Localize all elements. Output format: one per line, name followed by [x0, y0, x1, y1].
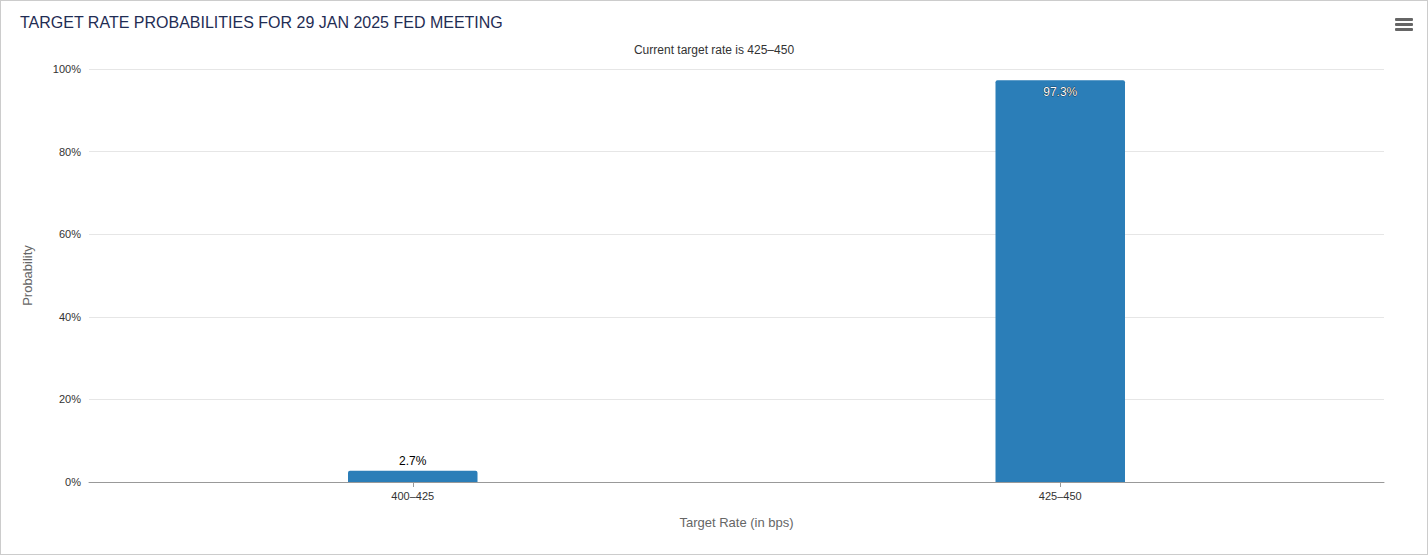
svg-text:40%: 40% — [59, 311, 81, 323]
svg-text:425–450: 425–450 — [1039, 490, 1082, 502]
svg-text:97.3%: 97.3% — [1043, 85, 1077, 99]
svg-text:400–425: 400–425 — [391, 490, 434, 502]
svg-text:80%: 80% — [59, 146, 81, 158]
svg-text:60%: 60% — [59, 228, 81, 240]
svg-text:Target Rate (in bps): Target Rate (in bps) — [679, 515, 793, 530]
svg-text:Current target rate is 425–450: Current target rate is 425–450 — [634, 43, 794, 57]
svg-text:20%: 20% — [59, 393, 81, 405]
svg-text:0%: 0% — [65, 476, 81, 488]
svg-text:2.7%: 2.7% — [399, 454, 427, 468]
svg-text:Probability: Probability — [20, 245, 35, 306]
svg-text:100%: 100% — [53, 63, 81, 75]
svg-text:TARGET RATE PROBABILITIES FOR: TARGET RATE PROBABILITIES FOR 29 JAN 202… — [20, 14, 503, 31]
